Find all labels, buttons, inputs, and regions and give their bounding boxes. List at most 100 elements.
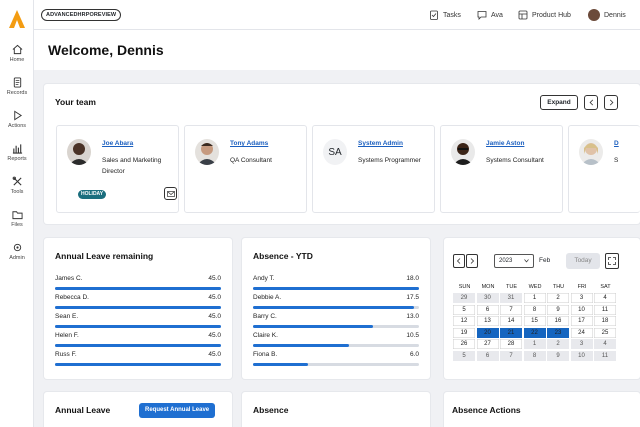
calendar-day[interactable]: 28 [500, 339, 522, 349]
calendar-day[interactable]: 30 [476, 293, 499, 303]
prev-month-button[interactable] [453, 254, 465, 268]
team-prev-button[interactable] [584, 95, 598, 110]
nav-home[interactable]: Home [0, 44, 34, 72]
app-logo[interactable] [9, 10, 25, 28]
calendar-day[interactable]: 9 [547, 304, 569, 315]
nav-records[interactable]: Records [0, 77, 34, 105]
calendar-day[interactable]: 1 [523, 339, 546, 349]
fullscreen-button[interactable] [605, 253, 619, 269]
calendar-day[interactable]: 12 [453, 316, 475, 326]
chevron-right-icon [609, 99, 613, 106]
calendar-day[interactable]: 18 [594, 316, 616, 326]
calendar-day[interactable]: 29 [453, 293, 475, 303]
team-member-card[interactable]: Jamie Aston Systems Consultant [440, 125, 563, 213]
tasks-link[interactable]: Tasks [429, 8, 461, 22]
calendar-day[interactable]: 7 [500, 350, 522, 361]
annual-leave-remaining-card: Annual Leave remaining James C. 45.0 Rebec… [44, 238, 232, 379]
calendar-day[interactable]: 17 [570, 316, 593, 326]
bar-row: Claire K. 10.5 [253, 332, 419, 350]
bar-track [55, 306, 221, 309]
calendar-day[interactable]: 1 [523, 293, 546, 303]
weekday-header: MON [481, 284, 495, 290]
team-next-button[interactable] [604, 95, 618, 110]
calendar-day[interactable]: 3 [570, 339, 593, 349]
product-hub-link[interactable]: Product Hub [518, 8, 571, 22]
bar-fill [253, 306, 414, 309]
next-month-button[interactable] [466, 254, 478, 268]
weekday-header: TUE [506, 284, 517, 290]
calendar-day[interactable]: 21 [500, 327, 522, 338]
nav-files[interactable]: Files [0, 209, 34, 237]
calendar-day[interactable]: 2 [547, 339, 569, 349]
calendar-day[interactable]: 25 [594, 327, 616, 338]
calendar-day[interactable]: 7 [500, 304, 522, 315]
email-button[interactable] [164, 187, 177, 200]
nav-actions-label: Actions [7, 123, 27, 129]
member-photo [451, 139, 475, 165]
calendar-day[interactable]: 31 [500, 293, 522, 303]
calendar-day[interactable]: 2 [547, 293, 569, 303]
actions-icon [13, 110, 22, 121]
member-role: QA Consultant [230, 157, 272, 164]
calendar-day[interactable]: 11 [594, 350, 616, 361]
calendar-day[interactable]: 16 [547, 316, 569, 326]
absence-title: Absence [253, 405, 289, 415]
calendar-day[interactable]: 8 [523, 304, 546, 315]
nav-tools[interactable]: Tools [0, 176, 34, 204]
bar-row: Russ F. 45.0 [55, 351, 221, 369]
calendar-day[interactable]: 22 [523, 327, 546, 338]
calendar-day[interactable]: 15 [523, 316, 546, 326]
calendar-day[interactable]: 13 [476, 316, 499, 326]
bar-row-name: Fiona B. [253, 351, 278, 358]
calendar-day[interactable]: 4 [594, 293, 616, 303]
team-title: Your team [55, 97, 96, 107]
member-name[interactable]: System Admin [358, 140, 403, 147]
bar-row-value: 45.0 [208, 294, 221, 301]
calendar-day[interactable]: 26 [453, 339, 475, 349]
member-name[interactable]: Joe Abara [102, 140, 134, 147]
bar-track [55, 287, 221, 290]
team-member-card[interactable]: Joe Abara Sales and Marketing Director H… [56, 125, 179, 213]
bar-fill [55, 344, 221, 347]
calendar-day[interactable]: 10 [570, 304, 593, 315]
user-menu[interactable]: Dennis [588, 8, 626, 22]
ava-link[interactable]: Ava [477, 8, 503, 22]
calendar-day[interactable]: 3 [570, 293, 593, 303]
team-member-card[interactable]: Tony Adams QA Consultant [184, 125, 307, 213]
calendar-day[interactable]: 6 [476, 350, 499, 361]
calendar-day[interactable]: 23 [547, 327, 569, 338]
calendar-day[interactable]: 11 [594, 304, 616, 315]
member-photo [195, 139, 219, 165]
calendar-day[interactable]: 5 [453, 304, 475, 315]
team-member-card[interactable]: SA System Admin Systems Programmer [312, 125, 435, 213]
calendar-day[interactable]: 14 [500, 316, 522, 326]
calendar-day[interactable]: 19 [453, 327, 475, 338]
calendar-day[interactable]: 27 [476, 339, 499, 349]
calendar-day[interactable]: 8 [523, 350, 546, 361]
member-name[interactable]: Tony Adams [230, 140, 269, 147]
bar-track [253, 363, 419, 366]
annual-leave-card: Annual Leave Request Annual Leave [44, 392, 232, 427]
today-button[interactable]: Today [566, 253, 600, 269]
weekday-header: SAT [600, 284, 611, 290]
calendar-day[interactable]: 24 [570, 327, 593, 338]
request-annual-leave-button[interactable]: Request Annual Leave [139, 403, 216, 418]
nav-admin[interactable]: Admin [0, 242, 34, 270]
calendar-day[interactable]: 10 [570, 350, 593, 361]
calendar-day[interactable]: 5 [453, 350, 475, 361]
bar-row: Andy T. 18.0 [253, 275, 419, 293]
reports-icon [12, 144, 22, 154]
nav-reports[interactable]: Reports [0, 143, 34, 171]
year-select[interactable]: 2023 [494, 254, 534, 268]
calendar-day[interactable]: 6 [476, 304, 499, 315]
team-member-card[interactable]: D S [568, 125, 640, 213]
ava-label: Ava [491, 11, 503, 19]
tools-icon [12, 176, 22, 186]
nav-actions[interactable]: Actions [0, 110, 34, 138]
member-name[interactable]: D [614, 140, 619, 147]
member-name[interactable]: Jamie Aston [486, 140, 525, 147]
calendar-day[interactable]: 9 [547, 350, 569, 361]
expand-button[interactable]: Expand [540, 95, 578, 110]
calendar-day[interactable]: 20 [476, 327, 499, 338]
calendar-day[interactable]: 4 [594, 339, 616, 349]
